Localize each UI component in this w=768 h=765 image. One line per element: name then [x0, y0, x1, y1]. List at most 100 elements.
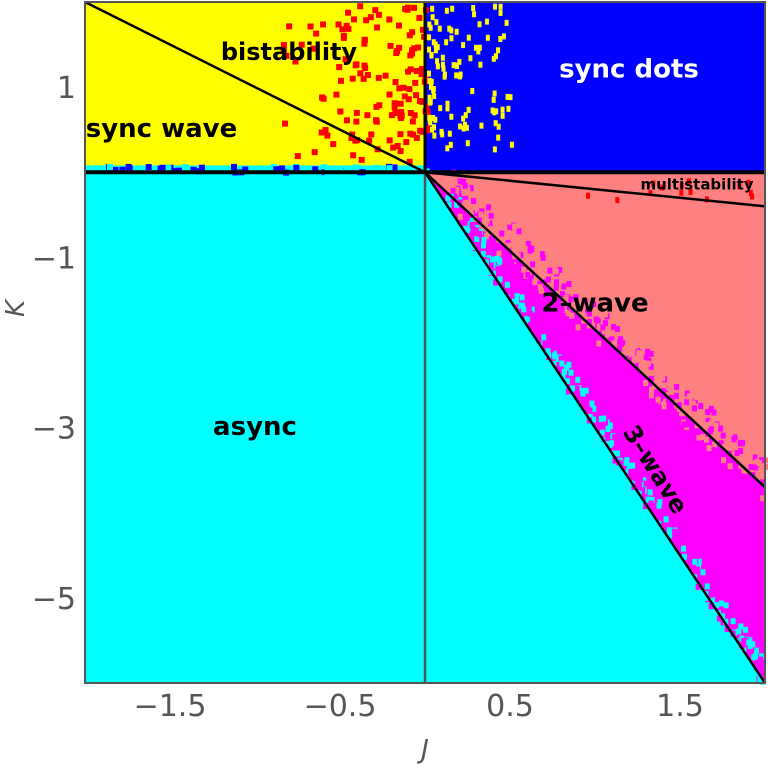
noise-cell [553, 268, 559, 275]
noise-cell [605, 434, 611, 441]
noise-cell [283, 52, 290, 59]
noise-cell [375, 11, 382, 18]
noise-cell [419, 128, 426, 135]
noise-cell [449, 35, 454, 42]
noise-cell [570, 385, 576, 392]
noise-cell [407, 52, 414, 59]
noise-cell [548, 346, 554, 353]
noise-cell [647, 489, 653, 496]
noise-cell [590, 315, 596, 322]
y-tick-label: 1 [57, 71, 76, 106]
noise-cell [165, 164, 172, 171]
noise-cell [395, 22, 402, 29]
noise-cell [593, 316, 599, 323]
noise-cell [602, 338, 608, 345]
noise-cell [708, 405, 714, 412]
noise-cell [492, 217, 498, 224]
noise-cell [438, 105, 443, 112]
noise-cell [723, 422, 729, 429]
noise-cell [350, 16, 357, 23]
noise-cell [747, 454, 753, 461]
noise-cell [555, 365, 561, 372]
noise-cell [336, 64, 343, 71]
noise-cell [558, 355, 564, 362]
noise-cell [465, 140, 470, 147]
noise-cell [716, 615, 722, 622]
noise-cell [159, 164, 166, 171]
noise-cell [607, 337, 613, 344]
noise-cell [746, 632, 752, 639]
noise-cell [498, 9, 503, 16]
noise-cell [587, 331, 593, 338]
noise-cell [493, 279, 499, 286]
noise-cell [529, 306, 535, 313]
noise-cell [454, 187, 460, 194]
noise-cell [596, 340, 602, 347]
noise-cell [586, 319, 592, 326]
noise-cell [720, 432, 726, 439]
noise-cell [623, 476, 629, 483]
noise-cell [190, 166, 197, 173]
noise-cell [435, 58, 440, 65]
noise-cell [373, 164, 380, 171]
noise-cell [750, 193, 755, 200]
noise-cell [294, 153, 301, 160]
noise-cell [145, 164, 152, 171]
noise-cell [348, 134, 355, 141]
noise-cell [710, 447, 716, 454]
noise-cell [755, 450, 761, 457]
noise-cell [746, 179, 751, 186]
noise-cell [394, 142, 401, 149]
noise-cell [468, 218, 474, 225]
noise-cell [249, 165, 256, 172]
noise-cell [345, 25, 352, 32]
noise-cell [368, 131, 375, 138]
noise-cell [280, 47, 287, 54]
noise-cell [649, 386, 655, 393]
noise-cell [722, 451, 728, 458]
noise-cell [419, 98, 426, 105]
noise-cell [433, 116, 438, 123]
noise-cell [691, 576, 697, 583]
noise-cell [474, 235, 480, 242]
noise-cell [427, 46, 432, 53]
noise-cell [307, 23, 314, 30]
noise-cell [461, 190, 467, 197]
noise-cell [400, 84, 407, 91]
noise-cell [404, 4, 411, 11]
noise-cell [545, 348, 551, 355]
noise-cell [587, 407, 593, 414]
noise-cell [324, 132, 331, 139]
noise-cell [397, 148, 404, 155]
noise-cell [367, 14, 374, 21]
noise-cell [390, 144, 397, 151]
noise-cell [648, 363, 654, 370]
noise-cell [349, 75, 356, 82]
noise-cell [534, 249, 540, 256]
noise-cell [514, 293, 520, 300]
noise-cell [125, 163, 132, 170]
noise-cell [463, 112, 468, 119]
noise-cell [490, 107, 495, 114]
noise-cell [470, 244, 476, 251]
noise-cell [386, 91, 393, 98]
noise-cell [445, 105, 450, 112]
noise-cell [754, 647, 760, 654]
noise-cell [723, 618, 729, 625]
region-label-sync-dots: sync dots [559, 55, 699, 85]
noise-cell [504, 281, 510, 288]
noise-cell [352, 62, 359, 69]
noise-cell [546, 352, 552, 359]
noise-cell [711, 441, 717, 448]
noise-cell [565, 310, 571, 317]
noise-cell [485, 249, 491, 256]
noise-cell [472, 194, 478, 201]
noise-cell [337, 77, 344, 84]
noise-cell [428, 24, 433, 31]
noise-cell [540, 258, 546, 265]
noise-cell [756, 460, 762, 467]
noise-cell [450, 5, 455, 12]
noise-cell [360, 75, 367, 82]
noise-cell [433, 41, 438, 48]
noise-cell [711, 409, 717, 416]
